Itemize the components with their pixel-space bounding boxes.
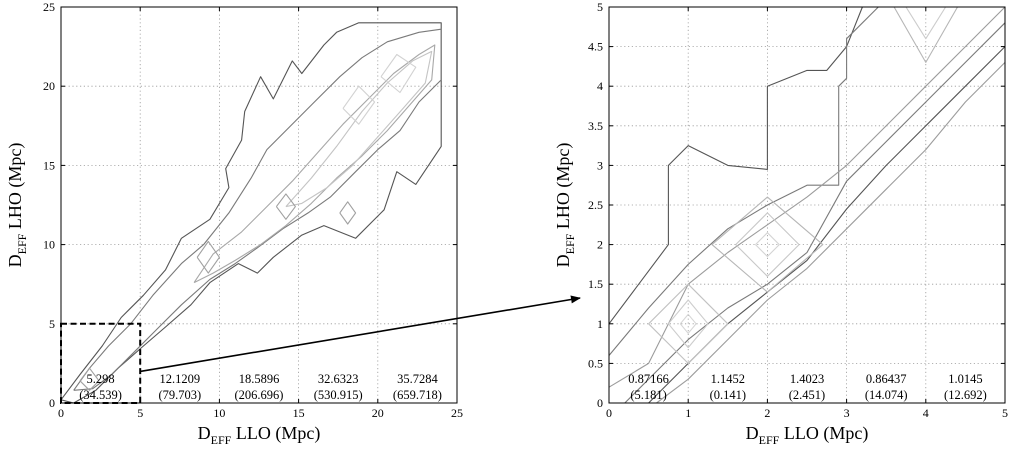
y-tick-label: 1.5 — [588, 277, 603, 291]
y-tick-label: 1 — [597, 317, 603, 331]
contour-line — [608, 6, 863, 325]
y-tick-label: 10 — [43, 238, 55, 252]
contour-line — [609, 46, 1006, 404]
y-tick-label: 0 — [49, 396, 55, 410]
x-tick-label: 4 — [923, 406, 929, 420]
y-tick-label: 0.5 — [588, 356, 603, 370]
contour-line — [275, 193, 296, 220]
contour-line — [342, 85, 376, 125]
bin-paren-label: (0.141) — [710, 388, 746, 402]
bin-value-label: 1.0145 — [948, 372, 982, 386]
contour-line — [735, 212, 800, 277]
y-tick-label: 2 — [597, 238, 603, 252]
contour-line — [755, 232, 780, 258]
ticks: 0 1 2 3 4 5 0 0.5 1 1.5 2 2.5 3 3.5 4 4.5 5 — [588, 0, 1008, 420]
y-tick-label: 2.5 — [588, 198, 603, 212]
y-tick-label: 5 — [49, 317, 55, 331]
zoom-arrow — [140, 295, 581, 373]
bin-paren-label: (206.696) — [235, 388, 284, 402]
contour-line — [648, 283, 729, 364]
x-axis-label: DEFF LLO (Mpc) — [198, 423, 321, 447]
bin-value-label: 0.87166 — [628, 372, 669, 386]
x-axis-label: DEFF LLO (Mpc) — [746, 423, 869, 447]
contour-line — [193, 44, 436, 284]
contour-line — [656, 62, 1006, 404]
bin-annotations: 0.87166 (5.181) 1.1452 (0.141) 1.4023 (2.451)… — [628, 372, 986, 402]
contour-line — [196, 240, 220, 274]
y-tick-label: 3 — [597, 158, 603, 172]
bin-value-label: 1.1452 — [711, 372, 745, 386]
y-tick-label: 3.5 — [588, 119, 603, 133]
zoom-region-box — [60, 322, 142, 404]
bin-value-label: 32.6323 — [318, 372, 359, 386]
x-tick-label: 5 — [137, 406, 143, 420]
contour-line — [679, 313, 697, 334]
y-tick-label: 4.5 — [588, 40, 603, 54]
x-tick-label: 10 — [213, 406, 225, 420]
zoom-annotation-overlay — [60, 295, 581, 404]
bin-value-label: 35.7284 — [397, 372, 438, 386]
x-tick-label: 1 — [685, 406, 691, 420]
contour-line — [711, 196, 824, 293]
x-tick-label: 20 — [372, 406, 384, 420]
y-tick-label: 20 — [43, 79, 55, 93]
bin-value-label: 5.298 — [87, 372, 115, 386]
contour-line — [893, 6, 958, 63]
x-tick-label: 3 — [844, 406, 850, 420]
bin-paren-label: (14.074) — [865, 388, 908, 402]
x-tick-label: 15 — [293, 406, 305, 420]
y-tick-label: 0 — [597, 396, 603, 410]
contour-line — [624, 22, 1006, 404]
bin-paren-label: (12.692) — [944, 388, 987, 402]
contour-line — [905, 6, 947, 40]
x-tick-label: 2 — [764, 406, 770, 420]
ticks: 0 5 10 15 20 25 0 5 10 15 20 25 — [43, 0, 463, 420]
y-tick-label: 4 — [597, 79, 603, 93]
y-axis-label: DEFF LHO (Mpc) — [553, 143, 577, 268]
contour-line — [60, 22, 442, 404]
bin-paren-label: (34.539) — [79, 388, 122, 402]
contour-line — [79, 367, 100, 391]
contour-line — [73, 28, 442, 391]
left-contour-plot: 0 5 10 15 20 25 0 5 10 15 20 25 5.298 (34.539) 12.1209… — [5, 0, 463, 447]
bin-paren-label: (530.915) — [314, 388, 363, 402]
bin-value-label: 1.4023 — [790, 372, 824, 386]
y-tick-label: 15 — [43, 158, 55, 172]
bin-annotations: 5.298 (34.539) 12.1209 (79.703) 18.5896 (206.… — [79, 372, 442, 402]
x-tick-label: 0 — [58, 406, 64, 420]
bin-value-label: 0.86437 — [866, 372, 907, 386]
contour-line — [339, 201, 357, 225]
bin-paren-label: (5.181) — [630, 388, 666, 402]
bin-paren-label: (79.703) — [158, 388, 201, 402]
x-tick-label: 0 — [606, 406, 612, 420]
contour-lines — [60, 22, 442, 404]
contour-line — [608, 6, 1006, 388]
contour-line — [608, 6, 879, 356]
grid — [61, 7, 457, 403]
contour-line — [380, 53, 417, 94]
y-tick-label: 5 — [597, 0, 603, 14]
bin-value-label: 12.1209 — [159, 372, 200, 386]
y-axis-label: DEFF LHO (Mpc) — [5, 143, 29, 268]
contour-line — [667, 299, 709, 349]
x-tick-label: 5 — [1002, 406, 1008, 420]
right-zoom-contour-plot: 0 1 2 3 4 5 0 0.5 1 1.5 2 2.5 3 3.5 4 4.5 5 0.87166 (5.181… — [553, 0, 1008, 447]
contour-lines — [608, 6, 1006, 404]
contour-line — [285, 50, 433, 208]
bin-paren-label: (2.451) — [789, 388, 825, 402]
axes-frame — [60, 6, 458, 404]
bin-paren-label: (659.718) — [393, 388, 442, 402]
x-tick-label: 25 — [451, 406, 463, 420]
y-tick-label: 25 — [43, 0, 55, 14]
bin-value-label: 18.5896 — [239, 372, 280, 386]
